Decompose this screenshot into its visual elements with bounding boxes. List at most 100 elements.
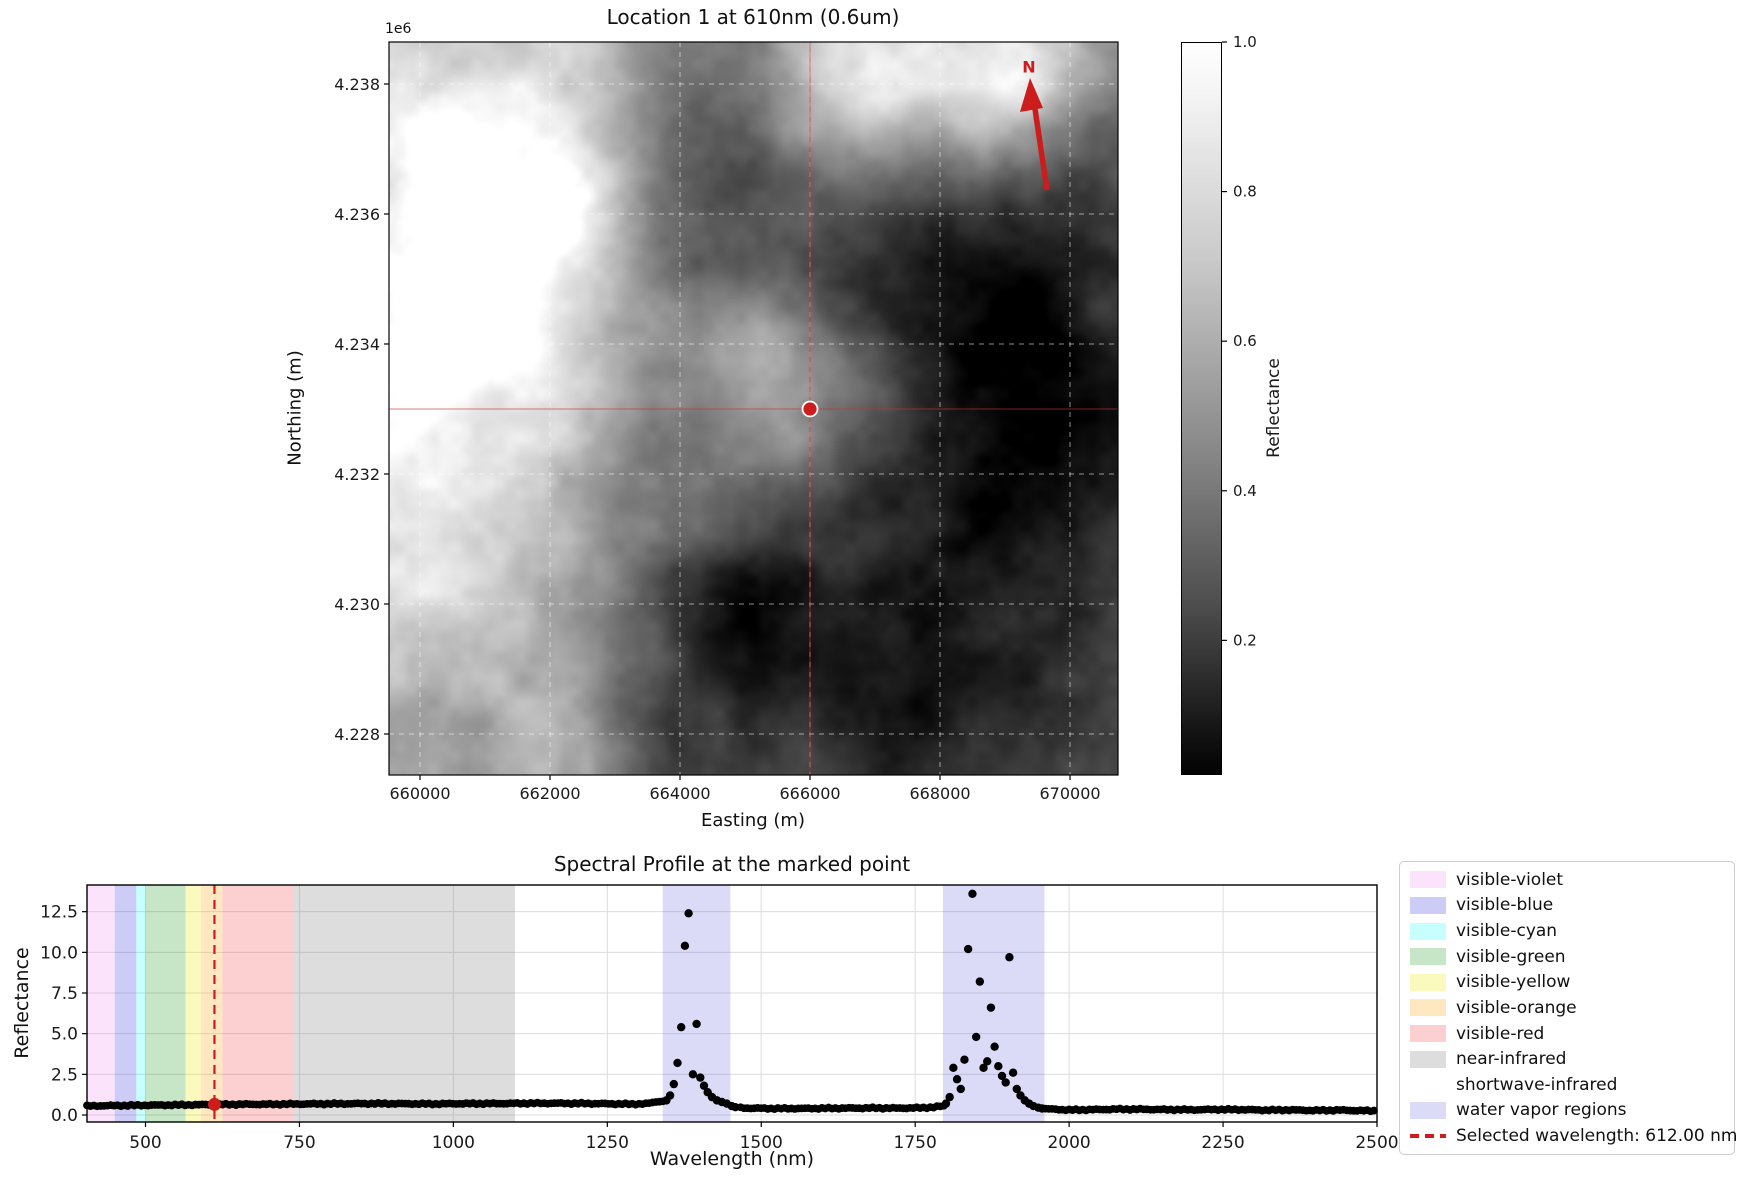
spectrum-point [208, 1100, 217, 1109]
spectrum-point [86, 1102, 95, 1110]
band-visible-blue [114, 885, 137, 1122]
spectrum-point [306, 1099, 315, 1108]
spectrum-point [411, 1099, 420, 1108]
spectrum-point [909, 1104, 918, 1112]
spectrum-point [503, 1099, 511, 1108]
spectrum-point [936, 1102, 945, 1111]
spectrum-point [110, 1101, 118, 1110]
band-shortwave-infrared [515, 885, 1377, 1122]
legend-label: near-infrared [1456, 1049, 1567, 1070]
spectrum-point [303, 1100, 312, 1108]
spectrum-point [469, 1099, 477, 1107]
colorbar [1181, 42, 1222, 775]
spectrum-point [828, 1104, 836, 1113]
spectral-y-tick-label: 12.5 [40, 903, 78, 923]
spectrum-point [113, 1101, 122, 1110]
spectrum-point [899, 1104, 908, 1113]
spectrum-point [1126, 1106, 1134, 1114]
spectrum-point [757, 1104, 765, 1113]
spectrum-point [533, 1098, 542, 1107]
map-y-tick-label: 4.228 [334, 725, 380, 744]
selected-wavelength-point [207, 1097, 221, 1111]
spectrum-point [1051, 1105, 1060, 1114]
map-y-tick-label: 4.236 [334, 205, 380, 224]
spectrum-point [994, 1062, 1003, 1071]
spectral-xlabel: Wavelength (nm) [649, 1148, 815, 1170]
spectrum-point [323, 1099, 332, 1108]
spectrum-point [242, 1099, 251, 1108]
spectrum-point [1190, 1106, 1199, 1115]
spectral-y-tick-label: 7.5 [51, 984, 78, 1004]
spectrum-point [414, 1100, 423, 1109]
map-x-tick-label: 668000 [909, 784, 970, 803]
spectrum-point [475, 1099, 484, 1108]
spectrum-point [1271, 1106, 1280, 1115]
legend-label: Selected wavelength: 612.00 nm [1456, 1126, 1738, 1147]
colorbar-tick-label: 0.6 [1233, 332, 1257, 350]
spectrum-point [1261, 1106, 1270, 1114]
spectrum-point [265, 1099, 274, 1108]
spectrum-point [750, 1104, 759, 1113]
spectrum-point [221, 1099, 230, 1108]
spectrum-point [1153, 1105, 1162, 1114]
spectrum-point [885, 1104, 894, 1113]
spectral-title: Spectral Profile at the marked point [553, 852, 911, 876]
spectrum-point [814, 1105, 823, 1113]
spectrum-point [1001, 1078, 1010, 1087]
spectrum-point [479, 1100, 488, 1109]
spectrum-point [1359, 1106, 1368, 1115]
spectrum-point [516, 1099, 525, 1108]
spectrum-point [452, 1100, 461, 1108]
spectrum-point [770, 1105, 779, 1114]
spectrum-point [509, 1099, 518, 1108]
spectrum-point [425, 1099, 433, 1108]
spectrum-point [1237, 1105, 1246, 1114]
spectrum-point [167, 1101, 176, 1110]
spectrum-point [1244, 1105, 1253, 1114]
spectrum-point [845, 1103, 853, 1112]
spectrum-point [872, 1104, 880, 1113]
spectrum-point [784, 1104, 792, 1113]
spectrum-point [1166, 1105, 1175, 1114]
spectrum-point [740, 1104, 748, 1113]
spectrum-point [1346, 1106, 1355, 1115]
spectrum-point [279, 1099, 288, 1108]
legend-swatch [1410, 999, 1446, 1017]
spectrum-point [1102, 1105, 1111, 1114]
spectrum-point [462, 1099, 471, 1108]
spectrum-point [960, 1055, 969, 1064]
spectrum-point [794, 1104, 803, 1113]
spectrum-point [523, 1100, 532, 1108]
spectrum-point [1092, 1105, 1101, 1114]
spectrum-point [448, 1099, 457, 1108]
spectrum-point [851, 1104, 860, 1113]
spectrum-point [394, 1099, 403, 1108]
band-visible-red [222, 885, 294, 1122]
spectrum-point [1254, 1105, 1263, 1114]
spectrum-point [807, 1104, 816, 1113]
spectrum-point [506, 1099, 515, 1108]
spectrum-point [1048, 1105, 1057, 1113]
spectrum-point [1088, 1105, 1097, 1114]
spectrum-point [862, 1103, 870, 1112]
spectrum-point [1312, 1105, 1321, 1114]
spectrum-point [1058, 1105, 1067, 1114]
spectrum-point [703, 1088, 712, 1097]
spectrum-point [983, 1057, 992, 1066]
spectrum-point [1041, 1104, 1050, 1113]
spectral-y-tick-label: 5.0 [51, 1025, 78, 1045]
map-x-tick-label: 670000 [1039, 784, 1100, 803]
spectrum-point [804, 1104, 813, 1113]
spectrum-point [499, 1099, 508, 1108]
spectrum-point [882, 1103, 891, 1112]
band-visible-violet [87, 885, 115, 1122]
spectrum-point [979, 1063, 988, 1073]
spectrum-point [106, 1101, 115, 1110]
spectrum-point [1132, 1105, 1141, 1114]
spectrum-point [1207, 1105, 1216, 1114]
spectrum-point [127, 1100, 135, 1109]
spectrum-point [1139, 1105, 1148, 1114]
spectrum-point [858, 1104, 867, 1113]
spectrum-point [116, 1102, 125, 1111]
spectrum-point [919, 1103, 928, 1112]
